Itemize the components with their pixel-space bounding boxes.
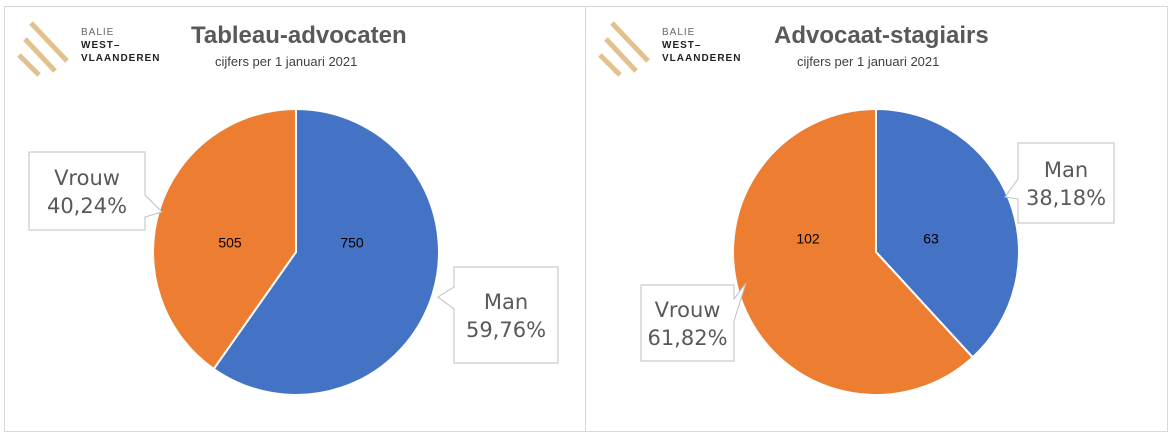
chart-panel-stagiairs: BALIE WEST– VLAANDEREN Advocaat-stagiair…: [585, 6, 1168, 432]
pie-slice-man: [212, 107, 440, 396]
chart-title: Tableau-advocaten: [191, 22, 407, 49]
logo-text-vlaanderen: VLAANDEREN: [662, 53, 742, 64]
pie-slice-vrouw: [152, 107, 297, 371]
callout-category-label: Vrouw: [54, 166, 120, 190]
callout-box: [437, 266, 559, 364]
callout-box: [640, 282, 747, 362]
pie-slice-man: [875, 107, 1020, 359]
callout-percent-label: 38,18%: [1026, 186, 1106, 210]
callout-man: Man 59,76%: [437, 266, 559, 364]
callout-category-label: Vrouw: [655, 298, 721, 322]
balie-logo: BALIE WEST– VLAANDEREN: [598, 19, 748, 79]
slice-value-label: 63: [923, 231, 939, 247]
logo-text-west: WEST–: [662, 40, 702, 51]
callout-vrouw: Vrouw 40,24%: [28, 151, 163, 231]
callout-percent-label: 59,76%: [466, 318, 546, 342]
slice-value-label: 505: [218, 235, 242, 251]
logo-text-balie: BALIE: [81, 27, 115, 38]
logo-stripes-icon: [598, 21, 650, 77]
logo-text-balie: BALIE: [662, 27, 696, 38]
callout-box: [28, 151, 163, 231]
logo-text-vlaanderen: VLAANDEREN: [81, 53, 161, 64]
callout-box: [1004, 142, 1115, 224]
callout-category-label: Man: [484, 290, 528, 314]
pie-slice-vrouw: [732, 107, 975, 396]
slice-value-label: 750: [340, 235, 364, 251]
chart-title: Advocaat-stagiairs: [774, 22, 989, 49]
chart-subtitle: cijfers per 1 januari 2021: [797, 54, 940, 69]
callout-percent-label: 61,82%: [647, 326, 727, 350]
pie-chart: 750 505 Man 59,76% Vrouw 40,24%: [28, 107, 559, 396]
callout-percent-label: 40,24%: [47, 194, 127, 218]
callout-vrouw: Vrouw 61,82%: [640, 282, 747, 362]
pie-chart: 63 102 Man 38,18% Vrouw 61,82%: [640, 107, 1115, 396]
slice-value-label: 102: [796, 231, 820, 247]
callout-category-label: Man: [1044, 158, 1088, 182]
callout-man: Man 38,18%: [1004, 142, 1115, 224]
balie-logo: BALIE WEST– VLAANDEREN: [17, 19, 167, 79]
chart-panel-tableau: BALIE WEST– VLAANDEREN Tableau-advocaten…: [4, 6, 586, 432]
logo-text-west: WEST–: [81, 40, 121, 51]
chart-subtitle: cijfers per 1 januari 2021: [215, 54, 358, 69]
logo-stripes-icon: [17, 21, 69, 77]
